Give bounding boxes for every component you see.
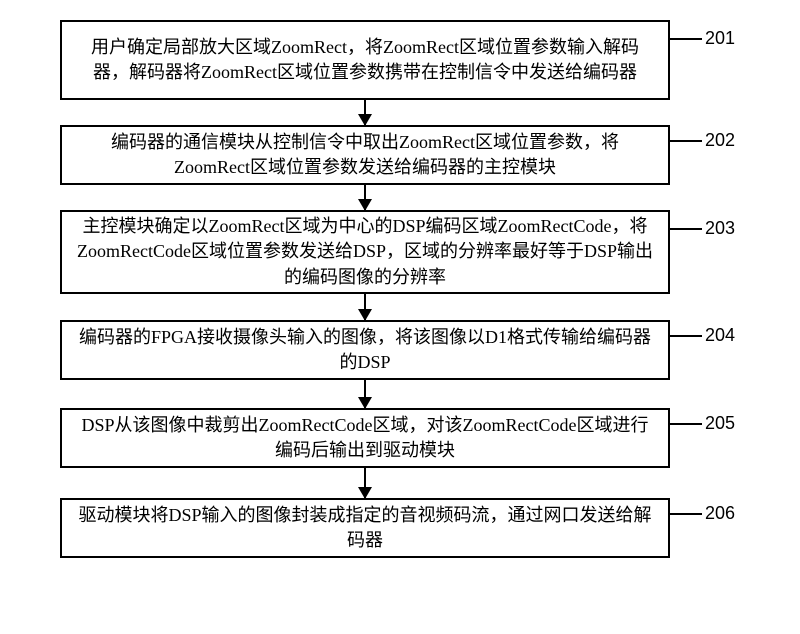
label-connector-1 <box>670 38 702 40</box>
label-connector-5 <box>670 423 702 425</box>
node-text-2: 编码器的通信模块从控制信令中取出ZoomRect区域位置参数，将ZoomRect… <box>76 130 654 180</box>
arrow-5-6 <box>364 468 366 498</box>
step-label-1: 201 <box>705 28 735 49</box>
flowchart-node-2: 编码器的通信模块从控制信令中取出ZoomRect区域位置参数，将ZoomRect… <box>60 125 670 185</box>
label-connector-3 <box>670 228 702 230</box>
arrow-4-5 <box>364 380 366 408</box>
step-label-2: 202 <box>705 130 735 151</box>
label-connector-2 <box>670 140 702 142</box>
arrow-3-4 <box>364 294 366 320</box>
step-label-4: 204 <box>705 325 735 346</box>
node-text-3: 主控模块确定以ZoomRect区域为中心的DSP编码区域ZoomRectCode… <box>76 214 654 290</box>
label-connector-6 <box>670 513 702 515</box>
arrow-1-2 <box>364 100 366 125</box>
node-text-1: 用户确定局部放大区域ZoomRect，将ZoomRect区域位置参数输入解码器，… <box>76 35 654 85</box>
flowchart-node-1: 用户确定局部放大区域ZoomRect，将ZoomRect区域位置参数输入解码器，… <box>60 20 670 100</box>
step-label-6: 206 <box>705 503 735 524</box>
step-label-5: 205 <box>705 413 735 434</box>
flowchart-node-6: 驱动模块将DSP输入的图像封装成指定的音视频码流，通过网口发送给解码器 <box>60 498 670 558</box>
arrow-2-3 <box>364 185 366 210</box>
node-text-4: 编码器的FPGA接收摄像头输入的图像，将该图像以D1格式传输给编码器的DSP <box>76 325 654 375</box>
node-text-5: DSP从该图像中裁剪出ZoomRectCode区域，对该ZoomRectCode… <box>76 413 654 463</box>
flowchart-container: 用户确定局部放大区域ZoomRect，将ZoomRect区域位置参数输入解码器，… <box>0 0 800 634</box>
node-text-6: 驱动模块将DSP输入的图像封装成指定的音视频码流，通过网口发送给解码器 <box>76 503 654 553</box>
label-connector-4 <box>670 335 702 337</box>
step-label-3: 203 <box>705 218 735 239</box>
flowchart-node-5: DSP从该图像中裁剪出ZoomRectCode区域，对该ZoomRectCode… <box>60 408 670 468</box>
flowchart-node-4: 编码器的FPGA接收摄像头输入的图像，将该图像以D1格式传输给编码器的DSP <box>60 320 670 380</box>
flowchart-node-3: 主控模块确定以ZoomRect区域为中心的DSP编码区域ZoomRectCode… <box>60 210 670 294</box>
